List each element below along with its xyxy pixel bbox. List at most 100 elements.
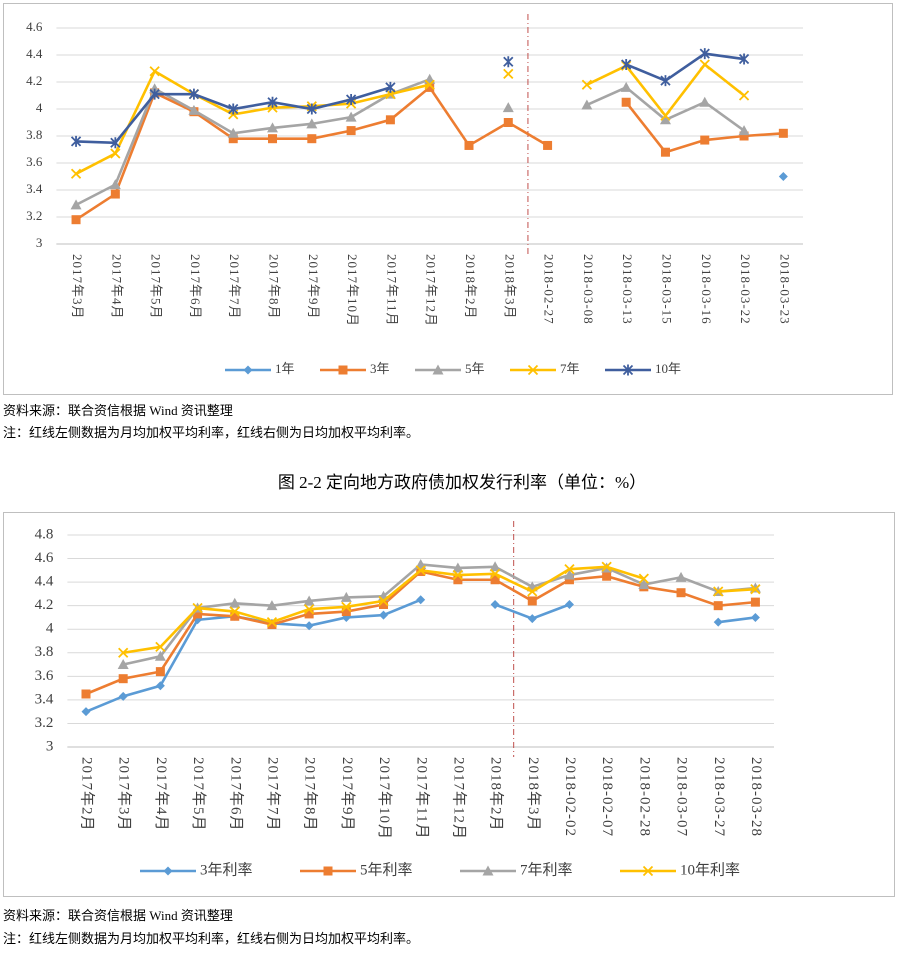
marker bbox=[341, 607, 351, 617]
marker bbox=[502, 102, 514, 113]
marker bbox=[660, 147, 670, 157]
marker bbox=[71, 215, 81, 225]
y-tick-label: 4.8 bbox=[35, 526, 54, 542]
marker bbox=[638, 573, 649, 584]
y-tick-label: 4.4 bbox=[35, 574, 54, 590]
x-tick-label: 2018-03-15 bbox=[659, 254, 674, 325]
figure-caption: 图 2-2 定向地方政府债加权发行利率（单位：%） bbox=[278, 473, 646, 492]
marker bbox=[660, 75, 671, 87]
marker bbox=[713, 601, 723, 611]
marker bbox=[564, 575, 574, 585]
legend-label: 7年利率 bbox=[520, 861, 573, 878]
marker bbox=[778, 128, 788, 138]
x-tick-label: 2017年9月 bbox=[306, 254, 321, 320]
marker bbox=[228, 134, 238, 144]
marker bbox=[70, 168, 82, 179]
marker bbox=[750, 612, 760, 622]
marker bbox=[155, 641, 166, 653]
y-tick-label: 3 bbox=[46, 738, 54, 754]
marker bbox=[379, 599, 389, 609]
marker bbox=[70, 199, 82, 210]
x-tick-label: 2017年5月 bbox=[190, 757, 207, 832]
legend-label: 7年 bbox=[560, 361, 580, 376]
marker bbox=[503, 118, 513, 127]
marker bbox=[490, 575, 500, 585]
marker bbox=[155, 681, 165, 691]
legend-label: 3年利率 bbox=[200, 861, 253, 878]
marker bbox=[638, 578, 650, 589]
source-note: 资料来源：联合资信根据 Wind 资讯整理 bbox=[3, 403, 233, 418]
series-line bbox=[75, 78, 431, 207]
marker bbox=[738, 125, 750, 136]
marker bbox=[699, 59, 710, 70]
x-tick-label: 2017年4月 bbox=[153, 757, 170, 832]
marker bbox=[416, 595, 426, 605]
marker bbox=[527, 364, 539, 376]
legend-label: 3年 bbox=[370, 361, 390, 376]
marker bbox=[675, 571, 687, 582]
marker bbox=[118, 647, 129, 658]
x-tick-label: 2017年6月 bbox=[227, 757, 244, 832]
x-tick-label: 2017年7月 bbox=[265, 757, 282, 832]
x-tick-label: 2017年8月 bbox=[267, 254, 282, 320]
marker bbox=[303, 595, 315, 606]
marker bbox=[581, 79, 593, 90]
marker bbox=[602, 571, 612, 581]
series-line bbox=[85, 570, 756, 696]
marker bbox=[527, 586, 538, 597]
marker bbox=[323, 866, 333, 876]
marker bbox=[118, 691, 128, 701]
x-tick-label: 2017年11月 bbox=[413, 757, 430, 839]
marker bbox=[543, 140, 553, 150]
x-tick-label: 2018-02-27 bbox=[542, 254, 557, 325]
marker bbox=[453, 575, 463, 585]
chart-frame bbox=[3, 3, 893, 395]
x-tick-label: 2018-03-22 bbox=[738, 254, 753, 325]
x-tick-label: 2017年12月 bbox=[450, 757, 467, 840]
marker bbox=[307, 134, 317, 144]
marker bbox=[229, 597, 241, 608]
marker bbox=[340, 591, 352, 602]
source-note: 资料来源：联合资信根据 Wind 资讯整理 bbox=[3, 908, 233, 923]
marker bbox=[110, 137, 121, 149]
legend-label: 10年 bbox=[655, 361, 681, 376]
marker bbox=[229, 606, 240, 617]
y-tick-label: 4.4 bbox=[26, 46, 43, 61]
marker bbox=[432, 364, 444, 375]
marker bbox=[676, 588, 686, 598]
marker bbox=[424, 73, 436, 84]
marker bbox=[243, 365, 253, 375]
chart-frame bbox=[3, 512, 895, 897]
y-tick-label: 3.8 bbox=[35, 644, 54, 660]
y-tick-label: 3.4 bbox=[26, 181, 43, 196]
x-tick-label: 2017年11月 bbox=[384, 254, 399, 327]
x-tick-label: 2018-03-23 bbox=[777, 254, 792, 325]
marker bbox=[622, 364, 634, 376]
marker bbox=[738, 53, 750, 65]
marker bbox=[267, 620, 277, 630]
marker bbox=[482, 865, 494, 876]
footnote: 注：红线左侧数据为月均加权平均利率，红线右侧为日均加权平均利率。 bbox=[3, 425, 419, 440]
series-line bbox=[625, 101, 784, 154]
marker bbox=[739, 131, 749, 141]
marker bbox=[415, 565, 426, 576]
y-tick-label: 3.2 bbox=[35, 715, 54, 731]
x-tick-label: 2018-02-28 bbox=[636, 757, 652, 837]
x-tick-label: 2017年9月 bbox=[339, 757, 356, 832]
y-tick-label: 4 bbox=[36, 100, 43, 115]
y-tick-label: 3.8 bbox=[26, 127, 42, 142]
marker bbox=[81, 707, 91, 717]
marker bbox=[564, 599, 574, 609]
x-tick-label: 2017年10月 bbox=[345, 254, 360, 327]
marker bbox=[154, 650, 166, 661]
x-tick-label: 2017年10月 bbox=[376, 757, 393, 840]
x-tick-label: 2018-02-07 bbox=[599, 757, 615, 837]
marker bbox=[621, 58, 632, 70]
x-tick-label: 2017年2月 bbox=[79, 757, 96, 832]
marker bbox=[341, 601, 352, 612]
marker bbox=[193, 609, 203, 619]
marker bbox=[503, 56, 514, 68]
y-tick-label: 4.6 bbox=[35, 550, 54, 566]
